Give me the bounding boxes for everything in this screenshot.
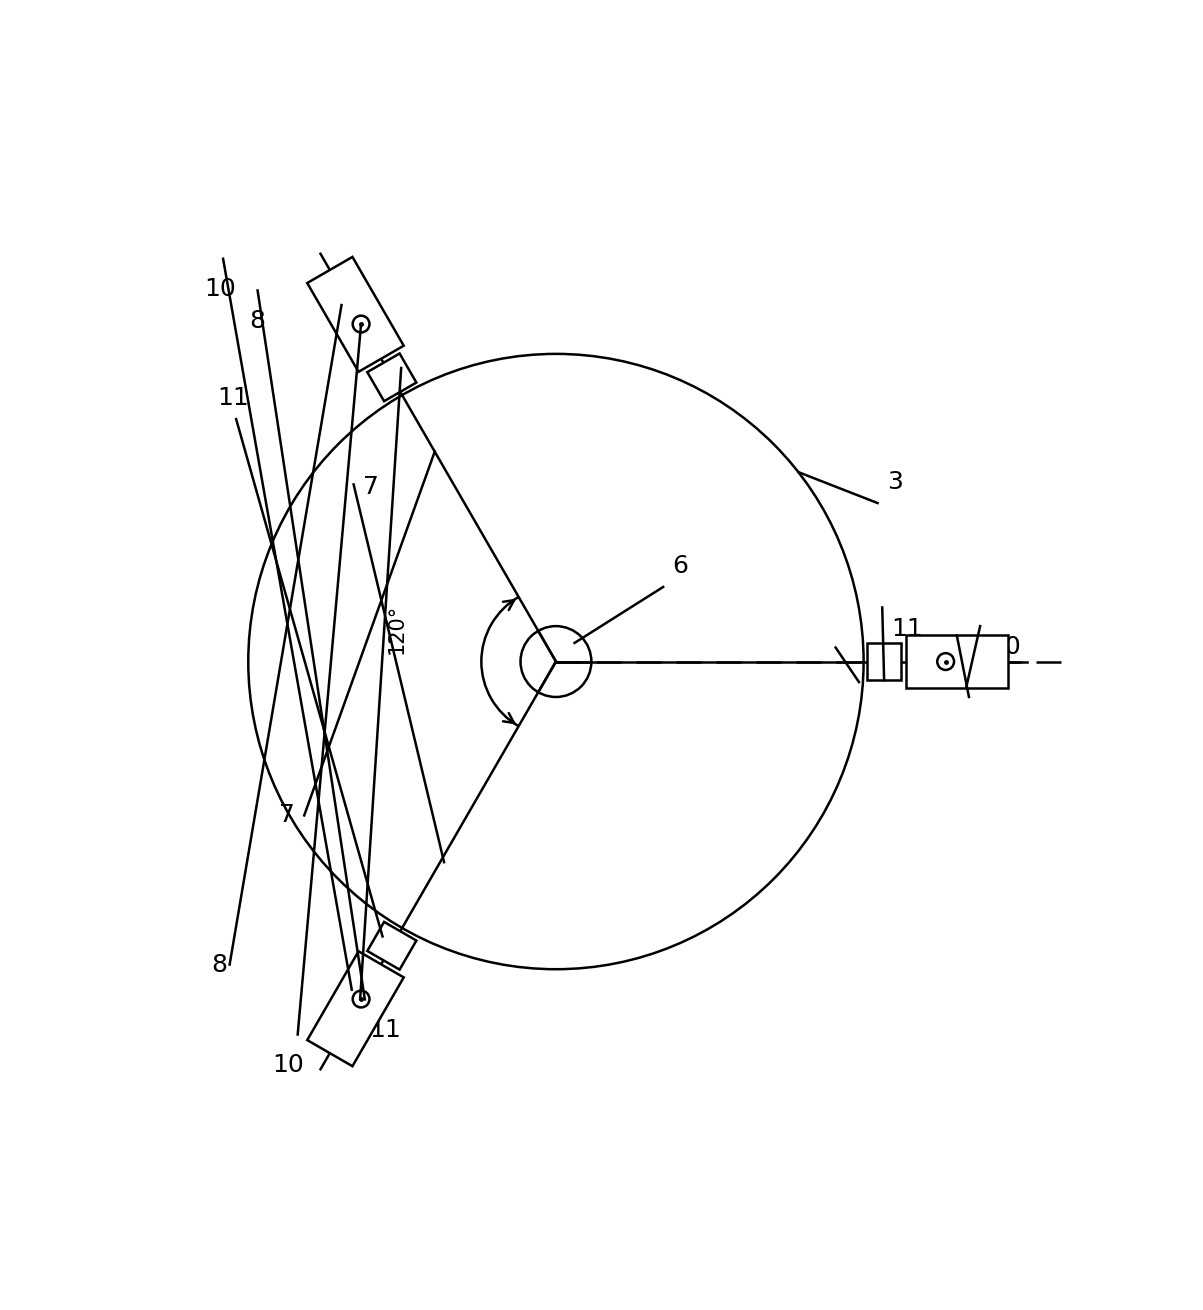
Text: 6: 6 (672, 554, 688, 578)
Circle shape (937, 654, 954, 669)
Text: 8: 8 (211, 952, 227, 976)
Text: 11: 11 (891, 617, 924, 641)
Text: 8: 8 (249, 309, 266, 333)
Text: 7: 7 (869, 648, 884, 673)
Text: 7: 7 (279, 803, 295, 828)
Text: 120°: 120° (386, 604, 407, 654)
Polygon shape (307, 257, 404, 372)
Text: 3: 3 (887, 470, 902, 494)
Text: 11: 11 (369, 1018, 402, 1041)
Text: 10: 10 (990, 635, 1021, 659)
Text: 10: 10 (273, 1053, 304, 1077)
Text: 7: 7 (363, 476, 379, 499)
Circle shape (352, 316, 369, 333)
Polygon shape (867, 643, 901, 680)
Polygon shape (367, 354, 416, 401)
Text: 11: 11 (218, 386, 249, 410)
Polygon shape (367, 922, 416, 969)
Text: 8: 8 (978, 664, 995, 688)
Circle shape (352, 990, 369, 1007)
Polygon shape (307, 951, 404, 1066)
Text: 10: 10 (205, 278, 236, 301)
Polygon shape (906, 635, 1008, 688)
